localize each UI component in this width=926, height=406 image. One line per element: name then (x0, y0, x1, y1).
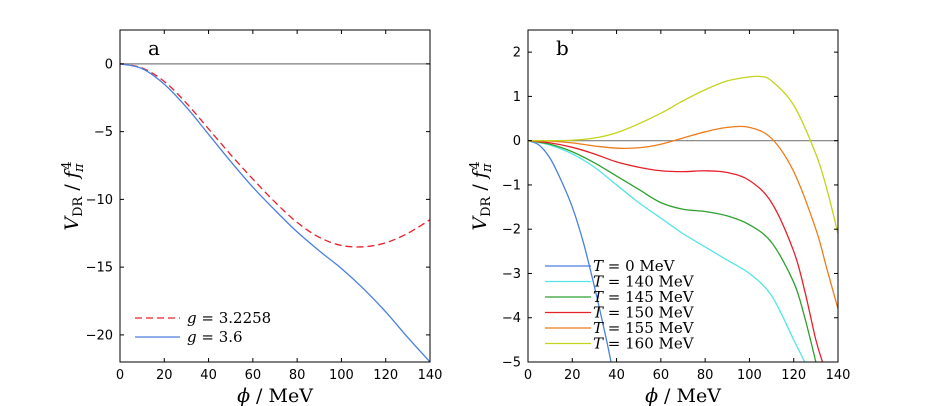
series-line-6 (528, 75, 838, 234)
y-tick-label: −15 (86, 261, 113, 276)
legend-label: g = 3.2258 (187, 309, 271, 327)
legend-label: T = 150 MeV (593, 304, 695, 322)
x-tick-label: 60 (245, 368, 262, 383)
series-line-4 (528, 140, 824, 362)
axes-frame (119, 29, 431, 363)
y-tick-label: −4 (502, 311, 521, 326)
x-tick-label: 60 (653, 368, 670, 383)
x-axis-label: ϕ / MeV (237, 385, 313, 406)
series-line-2 (120, 63, 430, 362)
series-group (528, 75, 838, 362)
y-axis-label: VDR / fπ4 (468, 161, 495, 230)
y-tick-label: 0 (513, 134, 521, 149)
x-tick-label: 0 (524, 368, 532, 383)
x-tick-label: 140 (826, 368, 851, 383)
panel-label: b (556, 36, 569, 60)
series-line-2 (528, 140, 806, 362)
x-tick-label: 100 (329, 368, 354, 383)
legend-label: T = 155 MeV (593, 319, 695, 337)
x-tick-label: 80 (289, 368, 306, 383)
x-tick-label: 120 (373, 368, 398, 383)
legend-label: T = 145 MeV (593, 288, 695, 306)
y-tick-label: 0 (105, 57, 113, 72)
series-group (120, 63, 430, 362)
y-tick-label: 1 (513, 90, 521, 105)
x-tick-label: 0 (116, 368, 124, 383)
y-tick-label: −5 (94, 125, 113, 140)
x-tick-label: 140 (418, 368, 443, 383)
axes-frame (527, 29, 839, 363)
panel-label: a (148, 36, 160, 60)
legend-label: g = 3.6 (187, 328, 243, 346)
x-tick-label: 80 (697, 368, 714, 383)
legend-label: T = 160 MeV (593, 335, 695, 353)
x-axis-label: ϕ / MeV (645, 385, 721, 406)
y-tick-label: −2 (502, 223, 521, 238)
chart-panel-a: 0 20 40 60 80 100 120 140 −20 −15 −10 −5 0 a ϕ / MeV VD… (60, 29, 443, 406)
y-tick-label: −1 (502, 178, 521, 193)
legend-label: T = 0 MeV (593, 257, 676, 275)
y-tick-label: 2 (513, 46, 521, 61)
x-tick-label: 100 (737, 368, 762, 383)
legend-label: T = 140 MeV (593, 273, 695, 291)
series-line-5 (528, 125, 838, 310)
x-tick-label: 40 (200, 368, 217, 383)
x-tick-label: 40 (608, 368, 625, 383)
x-tick-label: 120 (781, 368, 806, 383)
y-tick-label: −20 (86, 328, 113, 343)
y-tick-label: −3 (502, 267, 521, 282)
chart-panel-b: 0 20 40 60 80 100 120 140 −5 −4 −3 −2 −1 0 1 2 b ϕ / MeV V… (468, 29, 851, 406)
series-line-1 (528, 140, 612, 362)
series-line-3 (528, 140, 817, 362)
y-axis-label: VDR / fπ4 (60, 161, 87, 230)
y-tick-label: −10 (86, 193, 113, 208)
x-tick-label: 20 (564, 368, 581, 383)
x-tick-label: 20 (156, 368, 173, 383)
y-tick-label: −5 (502, 356, 521, 371)
series-line-1 (120, 63, 430, 248)
